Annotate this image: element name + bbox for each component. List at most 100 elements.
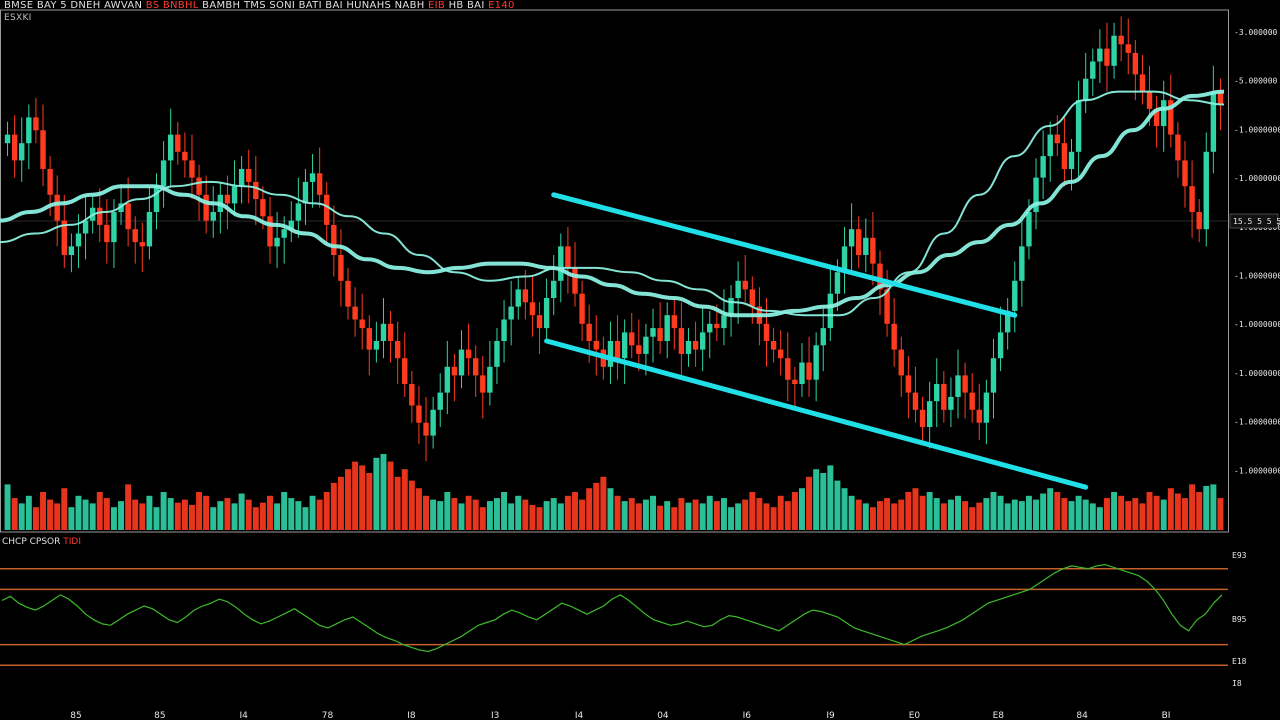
candle bbox=[501, 300, 507, 363]
candle-body bbox=[657, 328, 663, 341]
volume-bar bbox=[557, 503, 564, 530]
candle-body bbox=[508, 306, 514, 320]
candle bbox=[770, 328, 777, 363]
volume-bar bbox=[210, 507, 217, 530]
candle bbox=[331, 205, 337, 277]
price-tick-label: -3.000000 bbox=[1234, 28, 1278, 37]
volume-bars bbox=[4, 454, 1224, 530]
candle-body bbox=[68, 246, 75, 255]
candle-body bbox=[104, 224, 110, 243]
candle-body bbox=[203, 194, 209, 221]
candle-body bbox=[338, 255, 344, 281]
volume-bar bbox=[1210, 484, 1217, 530]
candle bbox=[1111, 22, 1117, 79]
volume-bar bbox=[40, 492, 46, 530]
candle-body bbox=[139, 242, 146, 247]
candle-body bbox=[224, 194, 231, 204]
volume-bar bbox=[486, 501, 493, 530]
candle-body bbox=[593, 341, 599, 350]
volume-bar bbox=[1004, 503, 1011, 530]
candle-body bbox=[1132, 52, 1139, 75]
volume-bar bbox=[508, 503, 515, 530]
candle bbox=[11, 115, 18, 178]
candle bbox=[210, 186, 216, 238]
price-panel-frame bbox=[0, 9, 1229, 533]
candle bbox=[345, 267, 351, 320]
candle-body bbox=[1047, 134, 1053, 157]
volume-bar bbox=[515, 495, 522, 530]
candle bbox=[40, 104, 46, 187]
price-tick-label: -1.0000000 bbox=[1234, 125, 1280, 134]
candle-body bbox=[1217, 91, 1224, 105]
volume-bar bbox=[174, 502, 181, 530]
volume-bar bbox=[1132, 498, 1139, 530]
oscillator-tick-label: E18 bbox=[1232, 657, 1247, 666]
volume-bar bbox=[791, 492, 798, 530]
volume-bar bbox=[912, 488, 919, 530]
candle-body bbox=[770, 341, 777, 350]
candle bbox=[543, 278, 550, 341]
candle-body bbox=[1118, 35, 1124, 45]
candle-body bbox=[146, 212, 153, 247]
volume-bar bbox=[1103, 498, 1110, 530]
volume-bar bbox=[543, 501, 550, 530]
candle bbox=[777, 330, 784, 376]
volume-bar bbox=[784, 501, 791, 530]
candle-body bbox=[1153, 108, 1160, 126]
candle bbox=[423, 396, 429, 462]
volume-bar bbox=[642, 499, 649, 530]
candle-body bbox=[941, 384, 947, 410]
volume-bar bbox=[1196, 492, 1203, 530]
candle bbox=[324, 181, 330, 243]
candle-body bbox=[621, 332, 628, 359]
volume-bar bbox=[4, 484, 11, 530]
candle bbox=[203, 175, 209, 234]
candle-body bbox=[1161, 100, 1167, 126]
volume-bar bbox=[1146, 492, 1153, 530]
volume-bar bbox=[898, 499, 905, 530]
candle-body bbox=[543, 298, 550, 329]
volume-bar bbox=[217, 501, 224, 530]
candle bbox=[508, 280, 514, 346]
candle bbox=[416, 386, 422, 445]
volume-bar bbox=[47, 499, 54, 530]
volume-bar bbox=[955, 495, 961, 530]
candle bbox=[1104, 22, 1110, 92]
candle bbox=[153, 173, 160, 230]
moving-average-line bbox=[0, 89, 1225, 318]
candle bbox=[614, 315, 621, 380]
volume-bar bbox=[756, 498, 763, 530]
candle-body bbox=[919, 409, 926, 427]
candle-body bbox=[153, 186, 160, 212]
candle-body bbox=[295, 203, 302, 221]
volume-bar bbox=[962, 501, 969, 530]
candle-body bbox=[160, 160, 167, 187]
volume-bar bbox=[813, 469, 820, 530]
candle-body bbox=[1203, 151, 1209, 230]
time-tick-label: 85 bbox=[154, 711, 165, 720]
candle-body bbox=[997, 332, 1004, 359]
candle bbox=[316, 147, 323, 208]
volume-bar bbox=[394, 476, 401, 530]
candle-body bbox=[1019, 246, 1025, 281]
price-tick-label: -1.0000000 bbox=[1234, 418, 1280, 427]
candle bbox=[1189, 160, 1195, 238]
candle bbox=[657, 302, 663, 354]
candle bbox=[253, 156, 259, 225]
volume-bar bbox=[841, 488, 848, 530]
time-tick-label: I3 bbox=[491, 711, 499, 720]
volume-bar bbox=[763, 503, 770, 530]
volume-bar bbox=[11, 498, 18, 530]
candle-body bbox=[1189, 186, 1195, 212]
candle-body bbox=[536, 315, 543, 329]
volume-bar bbox=[827, 465, 834, 530]
legend-part: BNBHL bbox=[162, 0, 203, 11]
candle-body bbox=[806, 362, 812, 380]
candle bbox=[1203, 132, 1209, 247]
volume-bar bbox=[401, 469, 408, 530]
volume-bar bbox=[196, 492, 203, 530]
volume-bar bbox=[281, 492, 288, 530]
candle bbox=[1047, 121, 1053, 182]
candle-body bbox=[61, 220, 67, 255]
